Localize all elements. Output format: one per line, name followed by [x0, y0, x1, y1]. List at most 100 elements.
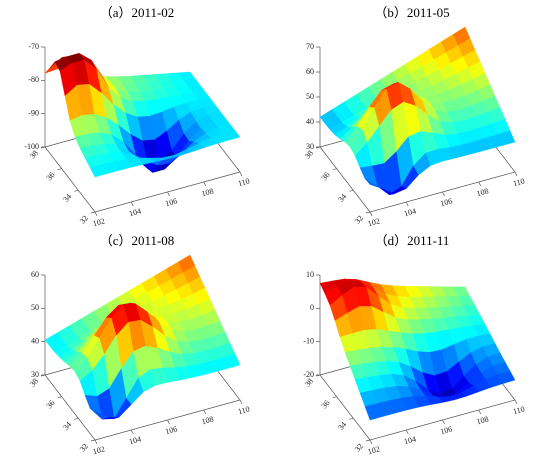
z-tick-label: -100: [24, 142, 39, 151]
y-tick-label: 38: [28, 377, 40, 389]
y-tick-label: 34: [61, 420, 73, 432]
y-tick: [57, 168, 62, 171]
z-tick-label: -80: [28, 75, 39, 84]
y-axis: [319, 374, 371, 441]
x-tick: [405, 201, 409, 207]
y-tick: [349, 189, 354, 192]
x-tick-label: 102: [367, 216, 381, 228]
x-tick: [239, 171, 243, 177]
x-tick: [442, 419, 445, 425]
x-tick-label: 106: [439, 424, 453, 436]
x-tick-label: 108: [476, 414, 490, 426]
y-tick: [332, 396, 337, 399]
y-tick: [365, 439, 371, 442]
z-tick-label: 70: [306, 42, 314, 51]
z-tick-label: -10: [303, 336, 314, 345]
x-tick-label: 104: [128, 434, 142, 446]
z-tick-label: 60: [31, 270, 39, 279]
y-tick-label: 36: [45, 170, 57, 182]
x-tick: [369, 439, 373, 445]
x-tick-label: 108: [476, 186, 490, 198]
z-tick-label: 50: [31, 303, 39, 312]
panel: （d）2011-11 102 104 106 108 110 32 34 36 38-20 -10 0…: [303, 233, 526, 456]
surface-facet: [89, 408, 108, 420]
x-tick: [167, 419, 170, 425]
y-tick-label: 32: [78, 442, 90, 454]
y-tick-label: 32: [353, 442, 365, 454]
y-tick-label: 36: [45, 398, 57, 410]
x-tick-label: 106: [164, 196, 178, 208]
panel-title: （a）2011-02: [100, 5, 175, 20]
y-tick: [74, 189, 79, 192]
y-tick-label: 38: [303, 377, 315, 389]
x-tick-label: 106: [164, 424, 178, 436]
y-tick: [57, 396, 62, 399]
x-tick: [369, 211, 373, 217]
z-tick-label: -90: [28, 108, 39, 117]
z-tick-label: -20: [303, 370, 314, 379]
surface-facet: [364, 178, 383, 189]
y-tick-label: 32: [78, 214, 90, 226]
x-tick: [239, 399, 243, 405]
x-tick-label: 110: [237, 404, 251, 416]
z-tick-label: 10: [306, 270, 314, 279]
panel-title: （b）2011-05: [374, 5, 449, 20]
x-tick-label: 110: [512, 404, 526, 416]
y-tick-label: 38: [303, 149, 315, 161]
x-tick: [167, 191, 170, 197]
z-tick-label: 50: [306, 92, 314, 101]
surface-facet: [89, 164, 108, 178]
z-tick-label: 40: [31, 336, 39, 345]
y-tick: [74, 417, 79, 420]
x-tick: [94, 439, 98, 445]
x-tick: [130, 201, 134, 207]
x-tick-label: 108: [201, 186, 215, 198]
y-tick-label: 38: [28, 149, 40, 161]
x-tick: [478, 181, 482, 187]
y-tick: [90, 211, 96, 214]
panel-title: （c）2011-08: [100, 233, 175, 248]
y-tick-label: 36: [320, 170, 332, 182]
y-tick: [365, 211, 371, 214]
y-axis: [44, 146, 96, 213]
y-tick-label: 34: [61, 192, 73, 204]
x-tick-label: 102: [92, 216, 106, 228]
y-tick-label: 36: [320, 398, 332, 410]
x-tick: [130, 429, 134, 435]
x-tick: [203, 409, 207, 415]
x-tick: [478, 409, 482, 415]
x-tick: [94, 211, 98, 217]
x-tick-label: 108: [201, 414, 215, 426]
z-tick-label: 40: [306, 117, 314, 126]
x-tick: [203, 181, 207, 187]
x-tick-label: 104: [128, 206, 142, 218]
x-tick-label: 104: [403, 434, 417, 446]
z-tick-label: 60: [306, 67, 314, 76]
y-tick: [332, 168, 337, 171]
y-axis: [44, 374, 96, 441]
x-tick: [514, 399, 518, 405]
y-tick-label: 34: [336, 192, 348, 204]
z-tick-label: 30: [31, 370, 39, 379]
x-tick-label: 102: [367, 444, 381, 456]
surface-facet: [364, 403, 383, 421]
x-tick: [405, 429, 409, 435]
y-tick: [349, 417, 354, 420]
panel-title: （d）2011-11: [375, 233, 450, 248]
y-tick: [90, 439, 96, 442]
panel: （a）2011-02 102 104 106 108 110 32 34 36 38-100 -90…: [24, 5, 250, 228]
x-tick-label: 110: [237, 176, 251, 188]
z-tick-label: 30: [306, 142, 314, 151]
x-tick: [514, 171, 518, 177]
x-tick-label: 110: [512, 176, 526, 188]
y-axis: [319, 146, 371, 213]
y-tick-label: 34: [336, 420, 348, 432]
x-tick-label: 102: [92, 444, 106, 456]
x-tick-label: 104: [403, 206, 417, 218]
z-tick-label: -70: [28, 42, 39, 51]
x-tick-label: 106: [439, 196, 453, 208]
y-tick-label: 32: [353, 214, 365, 226]
